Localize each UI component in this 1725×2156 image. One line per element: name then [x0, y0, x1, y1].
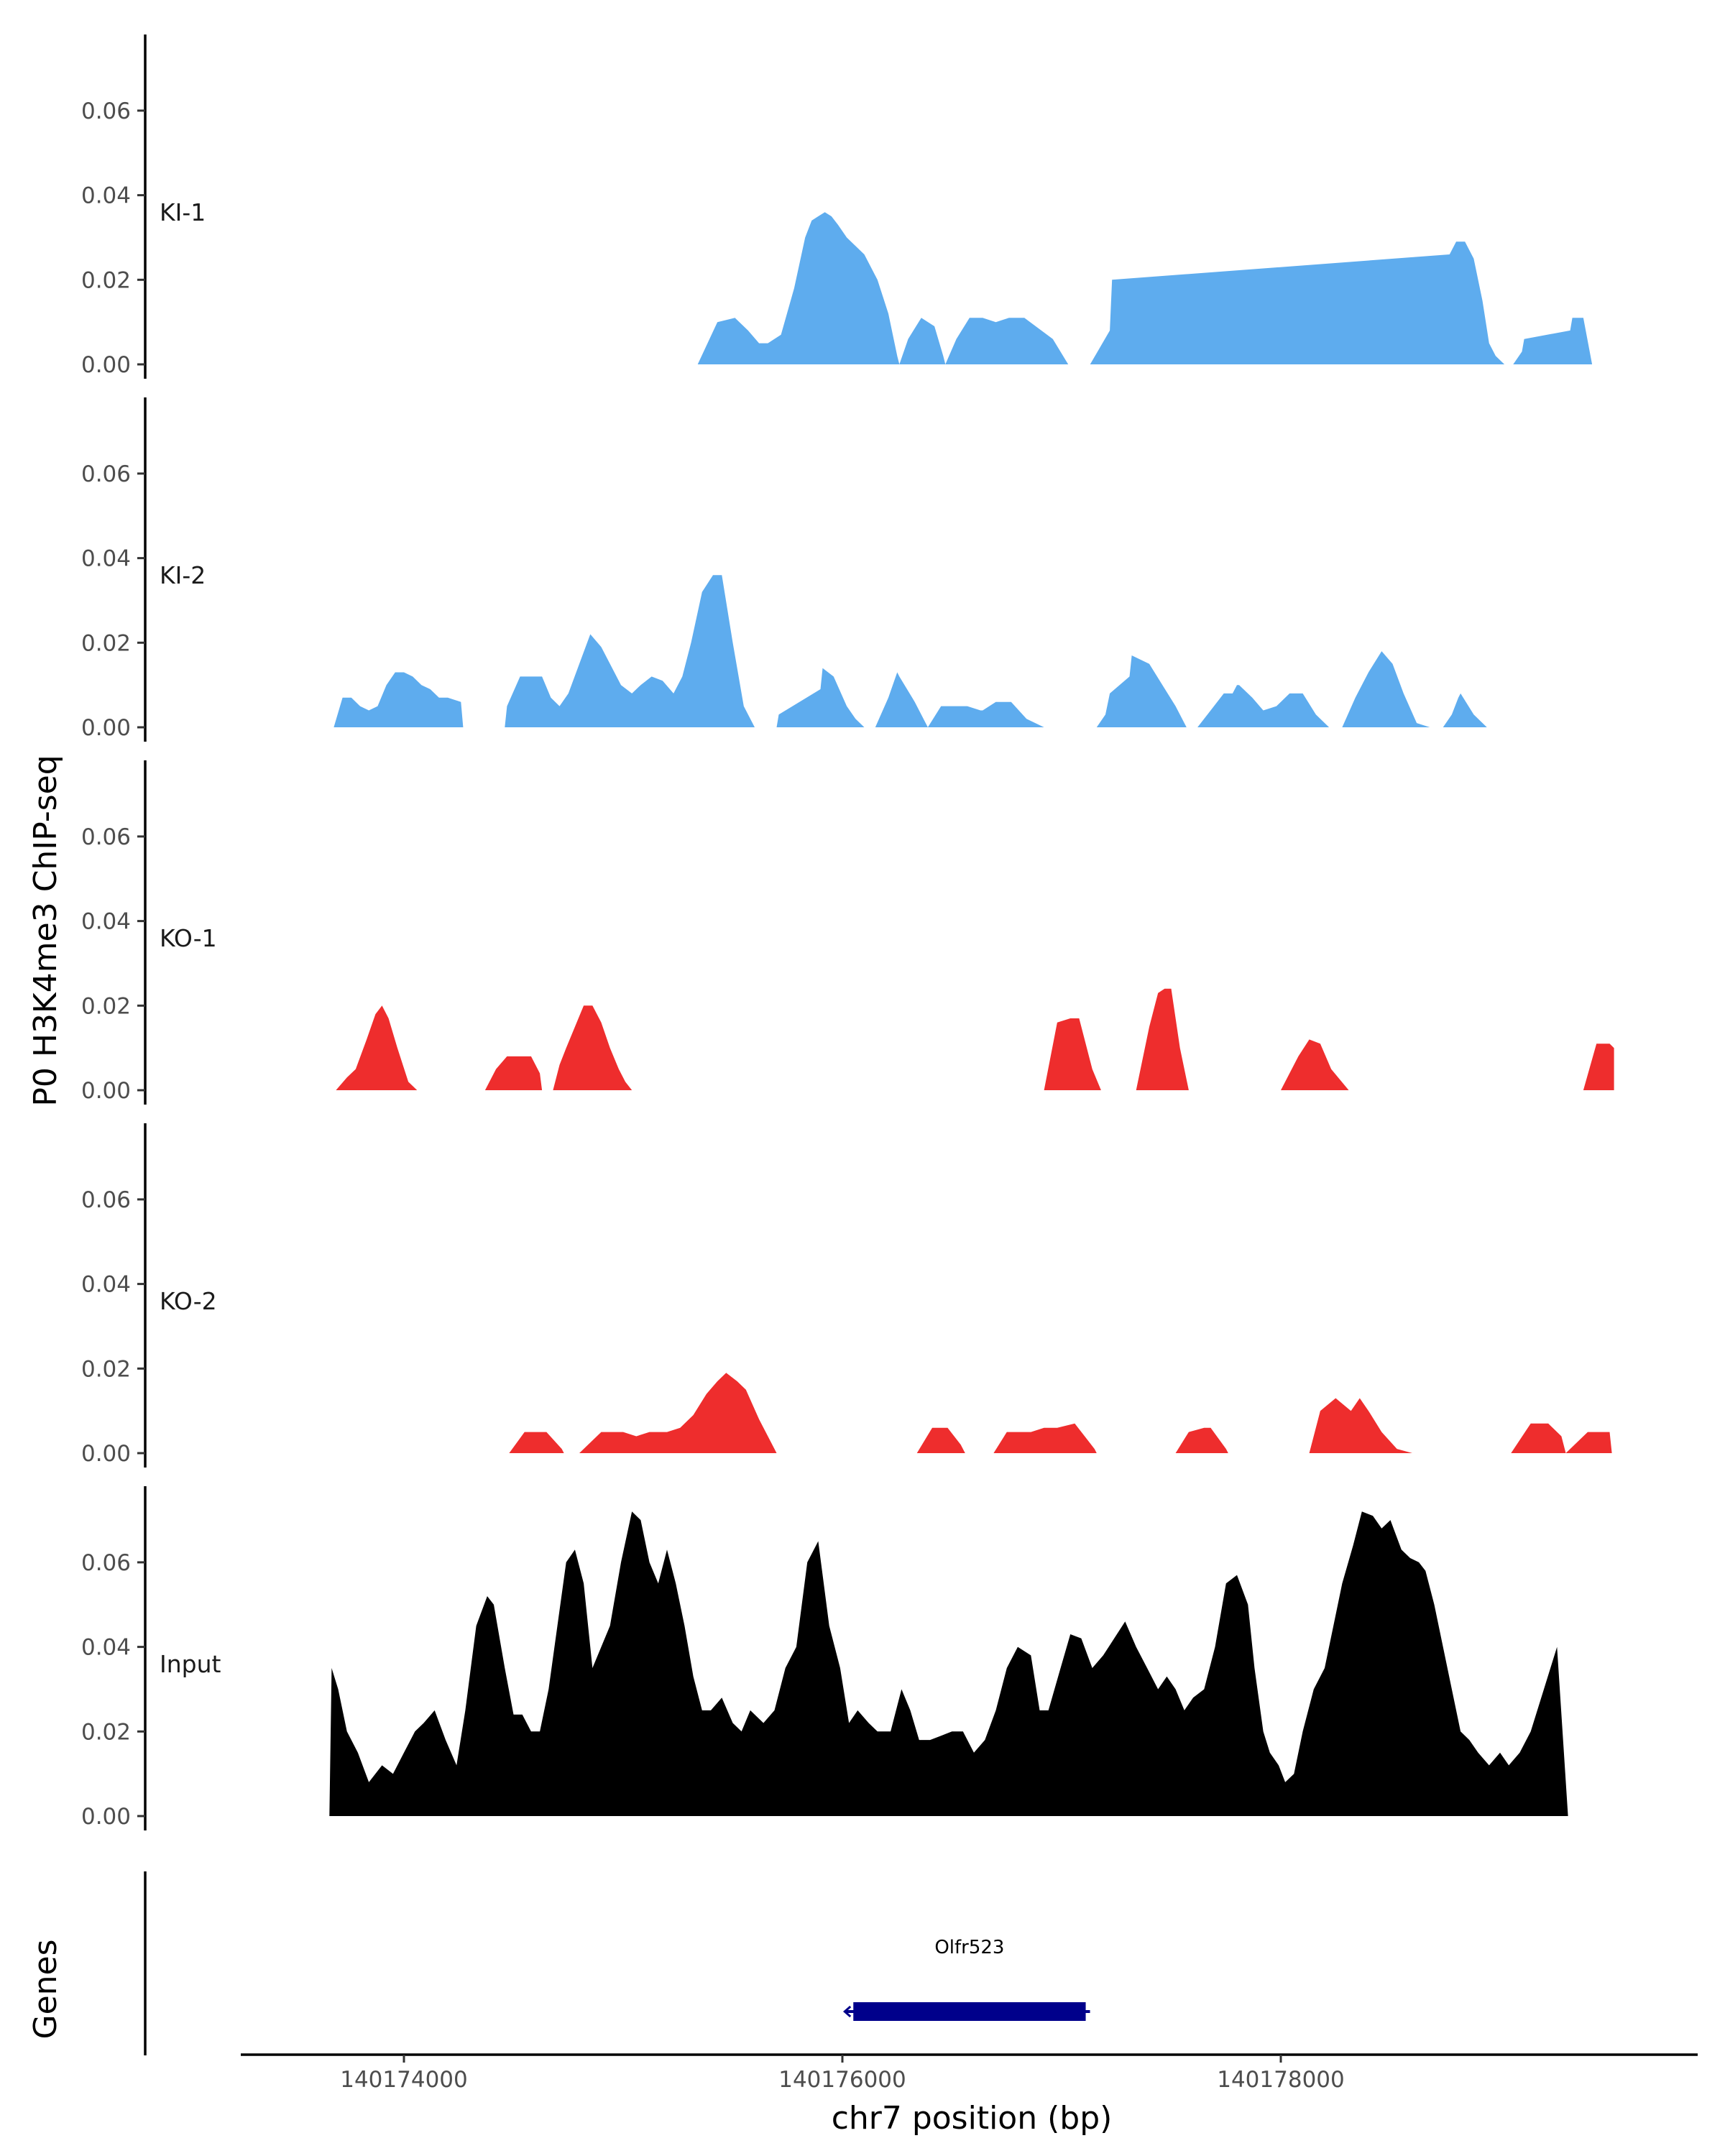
y-tick-label: 0.02 [81, 993, 131, 1019]
y-tick-label: 0.02 [81, 630, 131, 656]
track-ki-1: 0.00 0.02 0.04 0.06 KI-1 [81, 34, 1610, 379]
track-ko-2: 0.00 0.02 0.04 0.06 KO-2 [81, 1123, 1612, 1468]
signal-area-input [329, 1511, 1614, 1816]
gene-olfr523: Olfr523 [842, 1937, 1090, 2021]
y-tick-label: 0.04 [81, 1635, 131, 1661]
y-tick-label: 0.06 [81, 1187, 131, 1213]
genes-axis-title: Genes [27, 1939, 64, 2039]
y-axis-title: P0 H3K4me3 ChIP-seq [27, 755, 64, 1106]
y-tick-label: 0.00 [81, 1441, 131, 1467]
signal-tracks: 0.00 0.02 0.04 0.06 KI-1 0.00 0.02 0.04 0.06 KI-2… [81, 34, 1614, 1830]
x-tick-label: 140178000 [1217, 2067, 1345, 2093]
x-tick-label: 140176000 [778, 2067, 906, 2093]
y-tick-label: 0.00 [81, 1804, 131, 1830]
track-label: Input [160, 1650, 221, 1678]
y-tick-label: 0.02 [81, 1356, 131, 1382]
y-tick-label: 0.04 [81, 183, 131, 209]
x-axis-title: chr7 position (bp) [832, 2100, 1113, 2137]
y-tick-label: 0.02 [81, 267, 131, 293]
y-tick-label: 0.06 [81, 824, 131, 850]
gene-track: Olfr523 [144, 1871, 1090, 2055]
y-tick-label: 0.06 [81, 98, 131, 124]
y-tick-label: 0.04 [81, 909, 131, 935]
y-tick-label: 0.00 [81, 1078, 131, 1104]
track-label: KO-2 [160, 1287, 217, 1315]
track-ko-1: 0.00 0.02 0.04 0.06 KO-1 [81, 760, 1614, 1105]
x-tick-label: 140174000 [340, 2067, 468, 2093]
y-tick-label: 0.06 [81, 1550, 131, 1576]
y-tick-label: 0.02 [81, 1719, 131, 1745]
track-label: KI-2 [160, 561, 206, 589]
signal-area-ki-1 [697, 212, 1610, 364]
track-label: KO-1 [160, 924, 217, 952]
x-axis: 140174000 140176000 140178000 [241, 2053, 1698, 2093]
y-tick-label: 0.00 [81, 715, 131, 741]
signal-area-ki-2 [331, 575, 1555, 727]
y-tick-label: 0.00 [81, 352, 131, 378]
signal-area-ko-2 [505, 1373, 1612, 1453]
y-tick-label: 0.06 [81, 461, 131, 487]
y-tick-label: 0.04 [81, 1272, 131, 1298]
gene-strand-arrow [842, 2005, 852, 2018]
gene-name-label: Olfr523 [934, 1937, 1004, 1958]
track-input: 0.00 0.02 0.04 0.06 Input [81, 1486, 1614, 1830]
track-label: KI-1 [160, 198, 206, 226]
track-ki-2: 0.00 0.02 0.04 0.06 KI-2 [81, 397, 1555, 742]
signal-area-ko-1 [327, 988, 1614, 1090]
y-tick-label: 0.04 [81, 546, 131, 572]
